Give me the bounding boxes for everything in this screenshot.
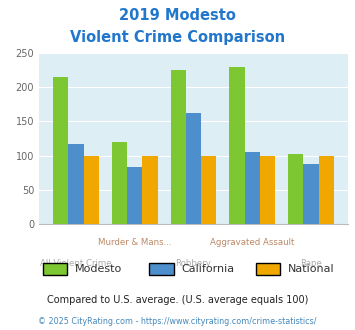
Text: Aggravated Assault: Aggravated Assault: [210, 238, 294, 247]
Text: Robbery: Robbery: [175, 259, 212, 268]
Bar: [84, 156, 99, 224]
Bar: [127, 167, 142, 224]
Text: Modesto: Modesto: [75, 264, 122, 274]
Bar: [288, 154, 303, 224]
Text: Murder & Mans...: Murder & Mans...: [98, 238, 171, 247]
Bar: [229, 67, 245, 224]
Text: Compared to U.S. average. (U.S. average equals 100): Compared to U.S. average. (U.S. average …: [47, 295, 308, 305]
Bar: [142, 156, 158, 224]
Bar: [303, 164, 318, 224]
Text: © 2025 CityRating.com - https://www.cityrating.com/crime-statistics/: © 2025 CityRating.com - https://www.city…: [38, 317, 317, 326]
Text: National: National: [288, 264, 334, 274]
Bar: [201, 156, 217, 224]
Bar: [69, 144, 84, 224]
Bar: [260, 156, 275, 224]
Text: 2019 Modesto: 2019 Modesto: [119, 8, 236, 23]
Text: Violent Crime Comparison: Violent Crime Comparison: [70, 30, 285, 45]
Bar: [112, 142, 127, 224]
Text: All Violent Crime: All Violent Crime: [40, 259, 112, 268]
Bar: [186, 113, 201, 224]
Text: California: California: [181, 264, 234, 274]
Bar: [245, 152, 260, 224]
Bar: [318, 156, 334, 224]
Text: Rape: Rape: [300, 259, 322, 268]
Bar: [53, 77, 69, 224]
Bar: [170, 70, 186, 224]
